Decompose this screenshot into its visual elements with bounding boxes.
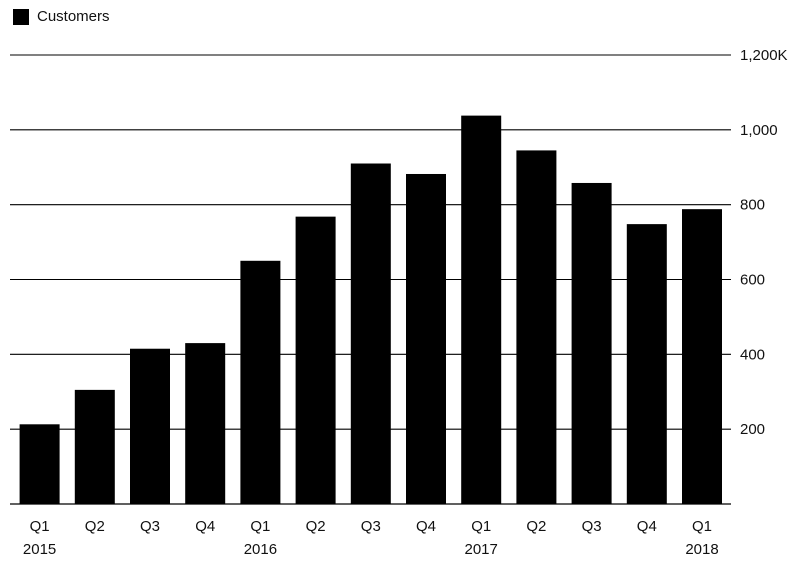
bar [185,343,226,504]
x-tick-label: Q3 [582,518,602,535]
legend-label: Customers [37,8,110,25]
x-tick-label: Q2 [85,518,105,535]
x-year-label: 2016 [244,541,277,558]
x-year-label: 2015 [23,541,56,558]
x-year-label: 2017 [465,541,498,558]
y-tick-label: 1,200K [740,47,788,64]
bar [626,224,667,504]
bar [74,389,115,504]
x-tick-label: Q3 [361,518,381,535]
x-tick-label: Q1 [471,518,491,535]
x-year-label: 2018 [685,541,718,558]
y-tick-label: 800 [740,197,765,214]
x-tick-label: Q4 [195,518,215,535]
x-tick-label: Q3 [140,518,160,535]
bar-layer [19,115,722,505]
legend-swatch [13,8,29,25]
x-tick-label: Q1 [692,518,712,535]
bar [295,216,336,504]
x-tick-label: Q1 [30,518,50,535]
bar [240,260,281,504]
label-layer: 200 400 600 800 1,000 1,200K Q1 2015 Q2 Q3 Q4 Q1 201… [23,47,788,558]
x-tick-label: Q2 [306,518,326,535]
y-tick-label: 600 [740,272,765,289]
x-tick-label: Q1 [250,518,270,535]
x-tick-label: Q4 [637,518,657,535]
x-tick-label: Q2 [526,518,546,535]
bar [571,182,612,504]
bar [130,348,170,504]
bar [682,209,722,504]
y-tick-label: 1,000 [740,122,778,139]
y-tick-label: 400 [740,346,765,363]
legend: Customers [13,8,110,25]
y-tick-label: 200 [740,421,765,438]
bar [406,173,446,505]
bar [516,150,557,504]
bar [461,115,502,505]
x-tick-label: Q4 [416,518,436,535]
bar [19,424,60,504]
bar [350,163,391,504]
